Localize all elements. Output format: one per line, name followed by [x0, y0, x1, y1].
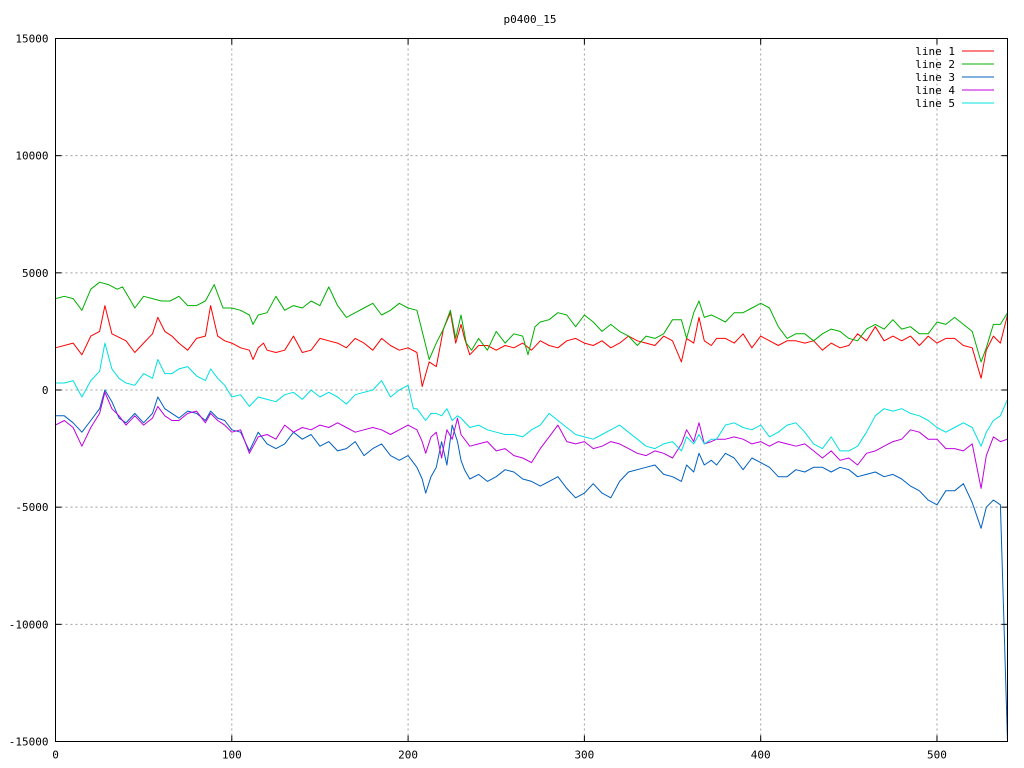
- grid-lines: [55, 38, 1008, 742]
- x-tick-label: 200: [398, 749, 418, 762]
- y-tick-label: 0: [42, 384, 49, 397]
- x-tick-label: 100: [222, 749, 242, 762]
- series-line-1: [55, 305, 1008, 387]
- x-tick-label: 0: [52, 749, 59, 762]
- legend-label-1: line 1: [915, 45, 955, 58]
- legend-label-5: line 5: [915, 97, 955, 110]
- x-tick-label: 500: [927, 749, 947, 762]
- chart-title: p0400_15: [504, 13, 557, 26]
- legend-label-2: line 2: [915, 58, 955, 71]
- legend-label-3: line 3: [915, 71, 955, 84]
- legend-label-4: line 4: [915, 84, 955, 97]
- series-line-4: [55, 391, 1008, 489]
- y-tick-label: -15000: [9, 736, 49, 749]
- y-tick-label: 5000: [22, 267, 49, 280]
- y-tick-label: 15000: [15, 33, 48, 46]
- series-line-2: [55, 281, 1008, 363]
- x-tick-label: 400: [751, 749, 771, 762]
- series-line-3: [55, 389, 1008, 742]
- y-tick-label: 10000: [15, 150, 48, 163]
- axis-ticks: -15000 -10000 -5000 0 5000 10000 15000 0 100 200 3…: [9, 33, 1008, 762]
- series-line-5: [55, 342, 1008, 452]
- x-tick-label: 300: [574, 749, 594, 762]
- y-tick-label: -10000: [9, 618, 49, 631]
- y-tick-label: -5000: [15, 501, 48, 514]
- series-lines: [55, 281, 1008, 742]
